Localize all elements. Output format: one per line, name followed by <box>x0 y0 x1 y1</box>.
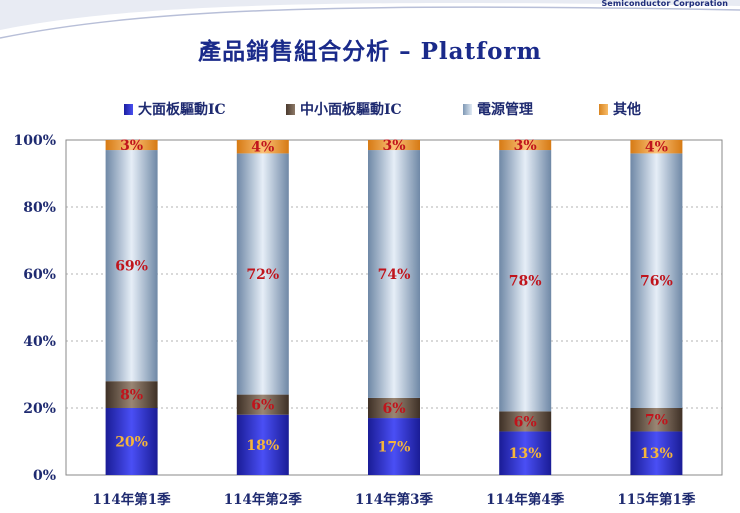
y-tick-label: 80% <box>23 200 56 216</box>
x-tick-label: 114年第1季 <box>93 491 172 508</box>
y-tick-label: 40% <box>23 334 56 350</box>
data-label: 4% <box>645 140 668 156</box>
data-label: 7% <box>645 413 668 429</box>
bar-segment <box>368 140 420 151</box>
data-label: 6% <box>514 414 537 430</box>
data-label: 6% <box>251 398 274 414</box>
data-label: 3% <box>120 138 143 154</box>
bar-segment <box>499 411 552 432</box>
data-label: 17% <box>378 440 411 456</box>
legend-item-small-panel: 中小面板驅動IC <box>286 99 402 119</box>
bar-segment <box>236 394 289 415</box>
bar-segment <box>630 153 683 408</box>
company-name: Semiconductor Corporation <box>601 0 728 8</box>
data-label: 74% <box>378 267 411 283</box>
legend-swatch-other <box>599 103 608 115</box>
bar-segment <box>499 150 552 412</box>
data-label: 3% <box>382 138 405 154</box>
data-label: 8% <box>120 388 143 404</box>
y-tick-label: 100% <box>13 133 56 149</box>
legend-swatch-large-panel <box>124 103 133 115</box>
data-label: 78% <box>509 274 542 290</box>
bar-segment <box>499 431 552 475</box>
y-tick-label: 0% <box>33 468 56 484</box>
legend-label-small-panel: 中小面板驅動IC <box>300 102 402 118</box>
legend-swatch-power <box>463 103 472 115</box>
bar-segment <box>368 418 420 475</box>
data-label: 13% <box>640 446 673 462</box>
data-label: 4% <box>251 140 274 156</box>
data-label: 6% <box>382 401 405 417</box>
bar-segment <box>368 397 420 419</box>
top-decoration <box>0 0 740 39</box>
y-tick-label: 60% <box>23 267 56 283</box>
bar-segment <box>105 408 158 475</box>
data-label: 76% <box>640 274 673 290</box>
bar-segment <box>630 140 683 154</box>
page-title: 產品銷售組合分析 – Platform <box>198 38 542 65</box>
bar-segment <box>236 153 289 395</box>
bar-segment <box>368 150 420 398</box>
chart-legend: 大面板驅動IC 中小面板驅動IC 電源管理 其他 <box>0 99 740 119</box>
x-tick-label: 114年第2季 <box>224 491 303 508</box>
legend-label-large-panel: 大面板驅動IC <box>138 102 226 118</box>
data-label: 69% <box>115 259 148 275</box>
bar-segment <box>105 150 158 382</box>
bar-segment <box>630 431 683 475</box>
bar-segment <box>105 381 158 408</box>
y-tick-label: 20% <box>23 401 56 417</box>
legend-item-other: 其他 <box>599 99 641 119</box>
bar-segment <box>236 414 289 475</box>
bar-segment <box>630 408 683 432</box>
legend-item-power: 電源管理 <box>463 99 533 119</box>
legend-label-power: 電源管理 <box>477 102 533 118</box>
legend-label-other: 其他 <box>613 102 641 118</box>
data-label: 20% <box>115 435 148 451</box>
legend-item-large-panel: 大面板驅動IC <box>124 99 226 119</box>
legend-swatch-small-panel <box>286 103 295 115</box>
data-label: 3% <box>514 138 537 154</box>
bar-segment <box>236 140 289 154</box>
x-tick-label: 115年第1季 <box>617 491 696 508</box>
x-tick-label: 114年第3季 <box>355 491 434 508</box>
bar-segment <box>105 140 158 151</box>
x-tick-label: 114年第4季 <box>486 491 565 508</box>
data-label: 13% <box>509 446 542 462</box>
data-label: 18% <box>246 438 279 454</box>
data-label: 72% <box>246 267 279 283</box>
bar-segment <box>499 140 552 151</box>
